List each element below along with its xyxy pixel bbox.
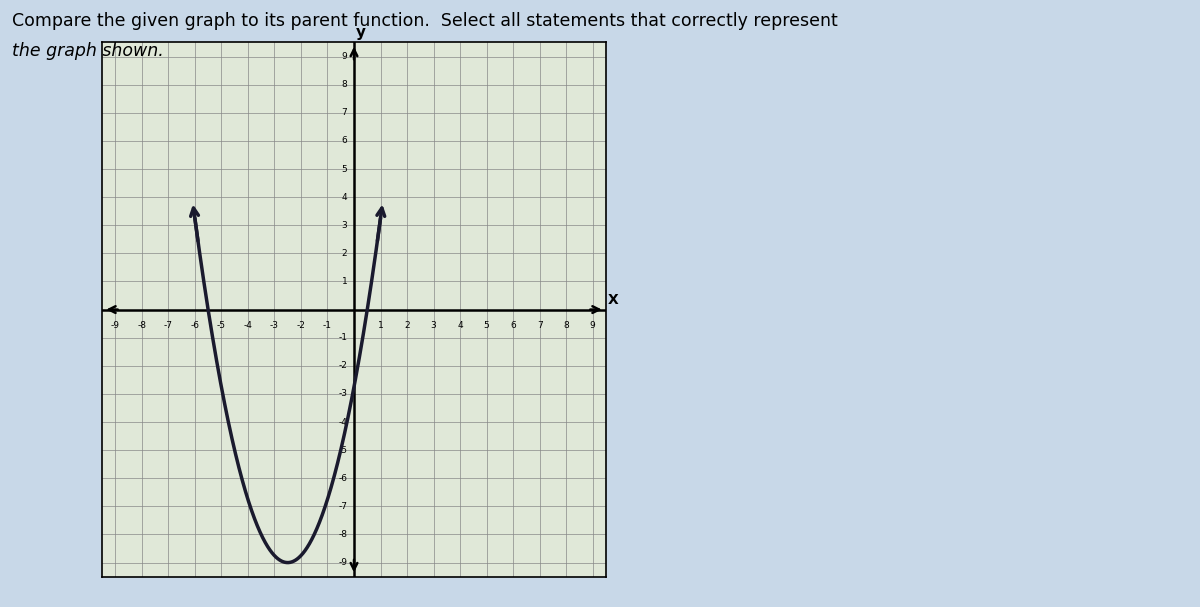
Text: 8: 8	[342, 80, 347, 89]
Text: -3: -3	[270, 321, 278, 330]
Text: 6: 6	[342, 137, 347, 146]
Text: 4: 4	[342, 192, 347, 202]
Text: X: X	[607, 293, 618, 307]
Text: 9: 9	[342, 52, 347, 61]
Text: 9: 9	[590, 321, 595, 330]
Text: 8: 8	[563, 321, 569, 330]
Text: y: y	[355, 25, 366, 39]
Text: -5: -5	[338, 446, 347, 455]
Text: 1: 1	[378, 321, 384, 330]
Text: -4: -4	[338, 418, 347, 427]
Text: -3: -3	[338, 390, 347, 398]
Text: 6: 6	[510, 321, 516, 330]
Text: 3: 3	[342, 221, 347, 229]
Text: the graph shown.: the graph shown.	[12, 42, 163, 61]
Text: -8: -8	[338, 530, 347, 539]
Text: -2: -2	[296, 321, 305, 330]
Text: -9: -9	[338, 558, 347, 567]
Text: -6: -6	[191, 321, 199, 330]
Text: 4: 4	[457, 321, 463, 330]
Text: 3: 3	[431, 321, 437, 330]
Text: -9: -9	[110, 321, 120, 330]
Text: 7: 7	[536, 321, 542, 330]
Text: -1: -1	[338, 333, 347, 342]
Text: -6: -6	[338, 473, 347, 483]
Text: 5: 5	[484, 321, 490, 330]
Text: -4: -4	[244, 321, 252, 330]
Text: -5: -5	[217, 321, 226, 330]
Text: -7: -7	[338, 502, 347, 511]
Text: 5: 5	[342, 164, 347, 174]
Text: -2: -2	[338, 361, 347, 370]
Text: -7: -7	[164, 321, 173, 330]
Text: -8: -8	[137, 321, 146, 330]
Text: Compare the given graph to its parent function.  Select all statements that corr: Compare the given graph to its parent fu…	[12, 12, 844, 30]
Text: 2: 2	[342, 249, 347, 258]
Text: 2: 2	[404, 321, 410, 330]
Text: 1: 1	[342, 277, 347, 286]
Text: -1: -1	[323, 321, 332, 330]
Text: 7: 7	[342, 108, 347, 117]
